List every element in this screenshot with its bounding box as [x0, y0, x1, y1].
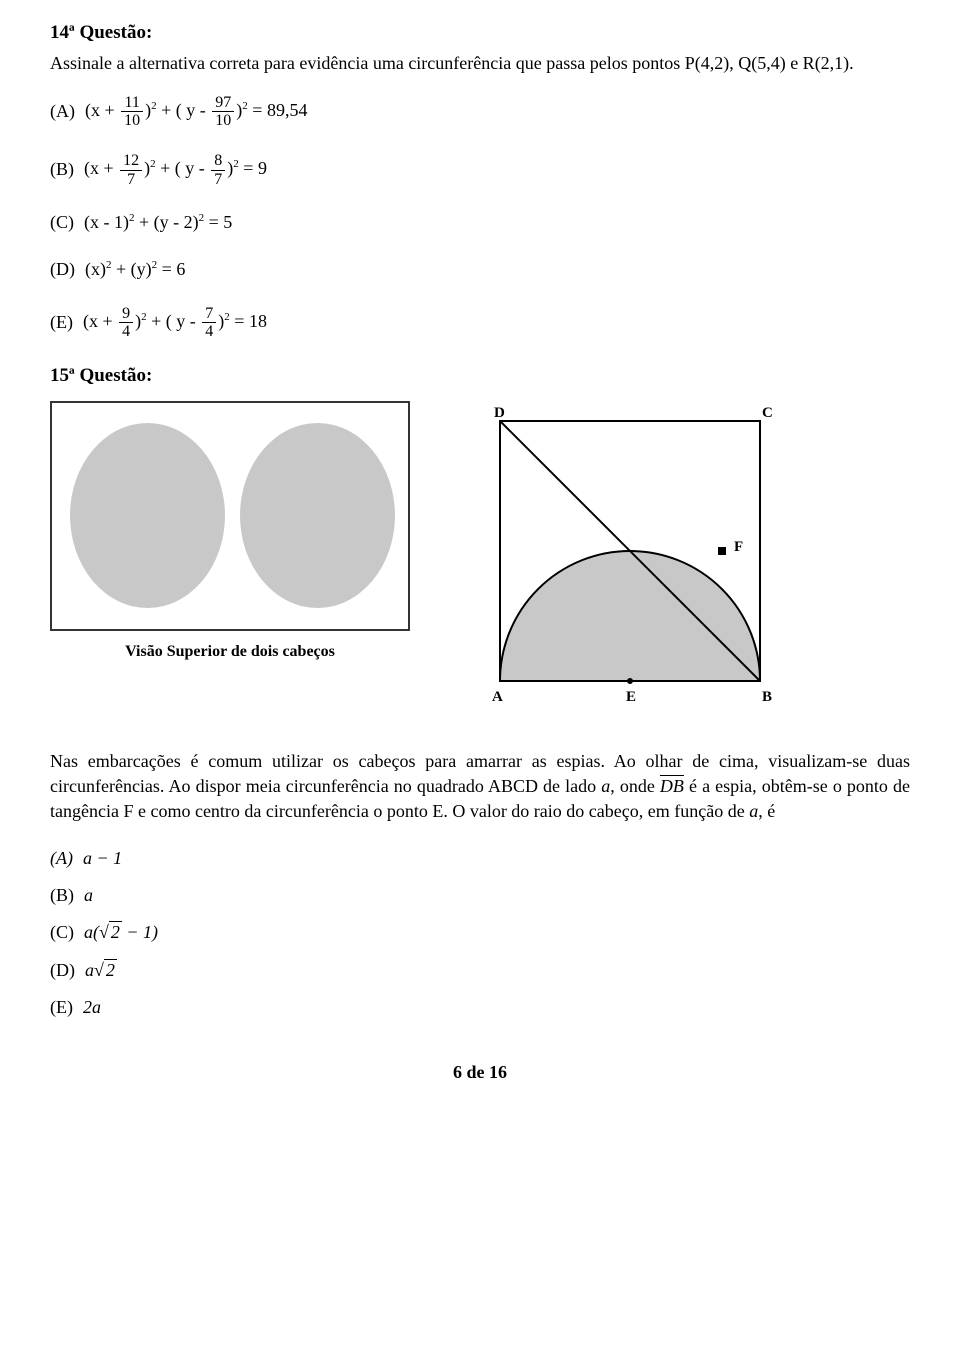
label-a: A [492, 689, 503, 705]
q15-c-label: (C) [50, 920, 74, 945]
q14-a-num2: 97 [212, 94, 234, 113]
q14-d-e1: (x) [85, 259, 106, 279]
q15-b-val: a [84, 883, 93, 908]
q15-title: 15ª Questão: [50, 363, 910, 390]
q14-d-rhs: 6 [176, 259, 185, 279]
q15-e-label: (E) [50, 995, 73, 1020]
point-f-marker [718, 547, 726, 555]
q15-ans-c: (C) a( 2 − 1) [50, 920, 910, 945]
q15-d-val: a2 [85, 958, 117, 983]
q14-c-rhs: 5 [223, 212, 232, 232]
label-e: E [626, 689, 636, 705]
figure-2-wrap: D C A B E F [480, 401, 780, 718]
q15-d-pre: a [85, 960, 94, 980]
q14-a-rhs: 89,54 [267, 100, 308, 120]
label-d: D [494, 405, 505, 421]
q14-d-e2: (y) [131, 259, 152, 279]
q14-e-num1: 9 [119, 305, 133, 324]
figure-1-wrap: Visão Superior de dois cabeços [50, 401, 410, 663]
q14-option-e: (E) (x + 94)2 + ( y - 74)2 = 18 [50, 305, 910, 341]
q15-a-label: (A) [50, 846, 73, 871]
label-f: F [734, 539, 743, 555]
q14-e-den2: 4 [202, 323, 216, 341]
ellipse-right [240, 423, 395, 608]
q15-c-root: 2 [109, 921, 122, 942]
q14-b-den1: 7 [120, 171, 142, 189]
q14-option-d: (D) (x)2 + (y)2 = 6 [50, 257, 910, 282]
q14-c-e2: (y - 2) [154, 212, 199, 232]
q14-d-expr: (x)2 + (y)2 = 6 [85, 257, 185, 282]
q14-b-num1: 12 [120, 152, 142, 171]
q15-d-root: 2 [104, 959, 117, 980]
q15-ans-d: (D) a2 [50, 958, 910, 983]
ellipse-left [70, 423, 225, 608]
q14-a-den2: 10 [212, 112, 234, 130]
figure-1 [50, 401, 410, 631]
q15-c-pre: a( [84, 922, 99, 942]
q14-c-expr: (x - 1)2 + (y - 2)2 = 5 [84, 210, 232, 235]
q14-c-e1: (x - 1) [84, 212, 129, 232]
q14-e-label: (E) [50, 310, 73, 335]
q14-b-num2: 8 [211, 152, 225, 171]
q14-b-expr: (x + 127)2 + ( y - 87)2 = 9 [84, 152, 267, 188]
q14-text: Assinale a alternativa correta para evid… [50, 51, 910, 76]
q14-d-label: (D) [50, 257, 75, 282]
q14-a-expr: (x + 1110)2 + ( y - 9710)2 = 89,54 [85, 94, 307, 130]
q15-ans-e: (E) 2a [50, 995, 910, 1020]
figure-2: D C A B E F [480, 401, 780, 711]
label-b: B [762, 689, 772, 705]
q15-c-val: a( 2 − 1) [84, 920, 158, 945]
q15-answers: (A) a − 1 (B) a (C) a(2 − 1) (D) a2 (E) … [50, 846, 910, 1020]
q14-c-label: (C) [50, 210, 74, 235]
q14-a-den1: 10 [121, 112, 143, 130]
q14-a-label: (A) [50, 99, 75, 124]
q15-p2: , onde [610, 776, 660, 796]
q15-a1: a [601, 776, 610, 796]
q14-option-a: (A) (x + 1110)2 + ( y - 9710)2 = 89,54 [50, 94, 910, 130]
q14-e-rhs: 18 [249, 311, 267, 331]
q15-text: Nas embarcações é comum utilizar os cabe… [50, 749, 910, 825]
q15-d-label: (D) [50, 958, 75, 983]
q14-e-expr: (x + 94)2 + ( y - 74)2 = 18 [83, 305, 267, 341]
figures-row: Visão Superior de dois cabeços D C A B E… [50, 401, 910, 718]
q14-e-den1: 4 [119, 323, 133, 341]
q14-a-num1: 11 [121, 94, 143, 113]
semicircle [500, 551, 760, 681]
q15-db: DB [660, 776, 684, 796]
q15-e-val: 2a [83, 995, 101, 1020]
q15-b-label: (B) [50, 883, 74, 908]
q14-title: 14ª Questão: [50, 20, 910, 47]
q15-a-val: a − 1 [83, 846, 122, 871]
q14-e-num2: 7 [202, 305, 216, 324]
q15-c-post: − 1) [122, 922, 158, 942]
q14-b-rhs: 9 [258, 158, 267, 178]
point-e-marker [627, 678, 633, 684]
q15-a2: a [749, 801, 758, 821]
figure-1-caption: Visão Superior de dois cabeços [50, 641, 410, 663]
q14-b-den2: 7 [211, 171, 225, 189]
page-count: 6 de 16 [50, 1060, 910, 1085]
q14-option-b: (B) (x + 127)2 + ( y - 87)2 = 9 [50, 152, 910, 188]
q15-ans-b: (B) a [50, 883, 910, 908]
label-c: C [762, 405, 773, 421]
q15-p4: , é [758, 801, 775, 821]
q14-b-label: (B) [50, 157, 74, 182]
q15-ans-a: (A) a − 1 [50, 846, 910, 871]
q14-option-c: (C) (x - 1)2 + (y - 2)2 = 5 [50, 210, 910, 235]
